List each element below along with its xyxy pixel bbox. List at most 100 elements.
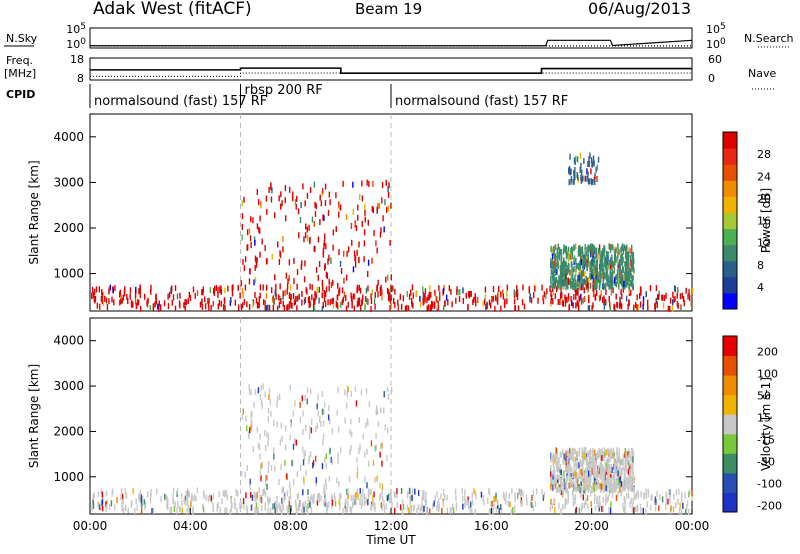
power-panel-datum-2-48 bbox=[617, 262, 619, 269]
power-panel-datum-2-208 bbox=[566, 265, 568, 272]
power-panel-datum-0-2 bbox=[638, 293, 641, 300]
velocity-panel-datum-2-131 bbox=[567, 451, 570, 458]
velocity-panel-datum-2-689 bbox=[582, 466, 584, 473]
power-panel-datum-1-44 bbox=[266, 258, 268, 265]
power-panel-datum-0-344 bbox=[522, 284, 524, 291]
power-panel-datum-0-613 bbox=[264, 300, 266, 307]
power-panel-datum-0-359 bbox=[213, 285, 216, 292]
velocity-panel-datum-2-603 bbox=[598, 467, 600, 474]
velocity-panel-datum-0-194 bbox=[143, 499, 146, 506]
velocity-panel-datum-0-544 bbox=[267, 507, 269, 514]
power-panel-datum-0-601 bbox=[472, 299, 474, 306]
power-panel-datum-0-71 bbox=[482, 300, 484, 307]
velocity-panel-datum-2-467 bbox=[595, 463, 597, 470]
power-panel-datum-2-590 bbox=[614, 248, 616, 255]
power-panel-colorbar-swatch-0 bbox=[723, 292, 737, 310]
power-panel-datum-2-359 bbox=[550, 262, 552, 269]
velocity-panel-datum-2-298 bbox=[592, 473, 595, 480]
power-panel-datum-1-153 bbox=[243, 196, 245, 203]
velocity-panel-datum-1-85 bbox=[344, 417, 346, 424]
power-panel-ytick-label-2: 3000 bbox=[53, 175, 84, 189]
power-panel-datum-2-191 bbox=[574, 243, 577, 250]
power-panel-datum-2-249 bbox=[627, 263, 630, 270]
velocity-panel-datum-0-144 bbox=[356, 488, 359, 495]
power-panel-datum-0-15 bbox=[134, 292, 137, 299]
velocity-panel-datum-0-411 bbox=[542, 494, 545, 501]
velocity-panel-datum-0-653 bbox=[464, 495, 466, 502]
power-panel-datum-0-406 bbox=[448, 285, 451, 292]
velocity-panel-datum-1-170 bbox=[293, 439, 296, 446]
power-panel-datum-1-163 bbox=[386, 274, 389, 281]
power-panel-datum-0-656 bbox=[424, 288, 427, 295]
power-panel-datum-1-23 bbox=[274, 212, 276, 219]
power-panel-datum-1-35 bbox=[338, 211, 340, 218]
velocity-panel-datum-0-345 bbox=[514, 505, 516, 512]
velocity-panel-datum-0-169 bbox=[286, 490, 289, 497]
power-panel-datum-1-245 bbox=[347, 246, 350, 253]
velocity-panel-datum-2-574 bbox=[598, 448, 600, 455]
power-panel-datum-0-477 bbox=[397, 304, 399, 311]
velocity-panel-datum-1-182 bbox=[242, 408, 245, 415]
power-panel-datum-0-695 bbox=[583, 295, 586, 302]
power-panel-datum-2-47 bbox=[570, 269, 572, 276]
velocity-panel-datum-2-61 bbox=[602, 475, 604, 482]
velocity-panel-datum-0-394 bbox=[323, 488, 325, 495]
power-panel-datum-2-669 bbox=[563, 280, 565, 287]
velocity-panel-datum-0-110 bbox=[520, 501, 522, 508]
power-panel-datum-0-178 bbox=[137, 288, 139, 295]
velocity-panel-ylabel: Slant Range [km] bbox=[27, 364, 41, 468]
power-panel-datum-0-593 bbox=[647, 305, 649, 312]
velocity-panel-datum-2-674 bbox=[600, 487, 602, 494]
velocity-panel-datum-0-630 bbox=[464, 488, 466, 495]
power-panel-datum-0-393 bbox=[311, 284, 313, 291]
velocity-panel-datum-0-372 bbox=[255, 508, 257, 515]
velocity-panel-datum-2-547 bbox=[570, 449, 572, 456]
velocity-panel-datum-0-410 bbox=[186, 495, 189, 502]
power-panel-datum-0-568 bbox=[139, 292, 142, 299]
velocity-panel-datum-0-682 bbox=[223, 490, 226, 497]
velocity-panel-colorbar-tick-7: -200 bbox=[757, 499, 782, 512]
power-panel-datum-1-139 bbox=[317, 274, 319, 281]
power-panel-datum-0-661 bbox=[188, 291, 191, 298]
power-panel-datum-0-657 bbox=[437, 305, 440, 312]
power-panel-datum-2-309 bbox=[620, 255, 622, 262]
power-panel-datum-1-39 bbox=[385, 179, 387, 186]
velocity-panel-datum-2-49 bbox=[609, 487, 612, 494]
velocity-panel-datum-0-193 bbox=[181, 493, 183, 500]
power-panel-datum-0-27 bbox=[266, 284, 268, 291]
velocity-panel-datum-0-567 bbox=[495, 492, 497, 499]
power-panel-datum-2-350 bbox=[573, 265, 575, 272]
velocity-panel-datum-0-673 bbox=[92, 493, 94, 500]
power-panel-datum-0-666 bbox=[566, 296, 568, 303]
power-panel-datum-2-369 bbox=[556, 268, 558, 275]
velocity-panel-datum-2-362 bbox=[584, 482, 586, 489]
power-panel-datum-1-256 bbox=[249, 268, 251, 275]
velocity-panel-datum-1-21 bbox=[303, 452, 305, 459]
power-panel-datum-2-621 bbox=[599, 279, 601, 286]
velocity-panel-datum-0-621 bbox=[442, 500, 445, 507]
power-panel-datum-2-391 bbox=[575, 279, 577, 286]
velocity-panel-datum-0-189 bbox=[532, 490, 535, 497]
velocity-panel-datum-0-639 bbox=[487, 497, 489, 504]
power-panel-datum-0-566 bbox=[322, 302, 325, 309]
power-panel-datum-0-177 bbox=[242, 292, 244, 299]
power-panel-datum-1-95 bbox=[308, 224, 310, 231]
power-panel-datum-1-197 bbox=[319, 219, 321, 226]
velocity-panel-datum-2-614 bbox=[589, 480, 591, 487]
velocity-panel-datum-0-179 bbox=[310, 507, 313, 514]
power-panel-datum-0-296 bbox=[528, 287, 531, 294]
power-panel-datum-0-63 bbox=[622, 286, 625, 293]
velocity-panel-datum-2-471 bbox=[601, 469, 603, 476]
velocity-panel-datum-1-199 bbox=[383, 407, 385, 414]
power-panel-datum-1-203 bbox=[364, 209, 366, 216]
velocity-panel-datum-2-73 bbox=[598, 483, 600, 490]
power-panel-datum-1-103 bbox=[353, 250, 356, 257]
power-panel-datum-2-80 bbox=[620, 251, 622, 258]
velocity-panel-datum-0-690 bbox=[111, 490, 113, 497]
velocity-panel-datum-0-181 bbox=[363, 500, 366, 507]
power-panel-datum-0-350 bbox=[628, 299, 630, 306]
power-panel-datum-1-173 bbox=[254, 277, 257, 284]
power-panel-datum-2-564 bbox=[611, 260, 614, 267]
power-panel-datum-2-140 bbox=[608, 243, 610, 250]
power-panel-datum-0-591 bbox=[93, 295, 95, 302]
